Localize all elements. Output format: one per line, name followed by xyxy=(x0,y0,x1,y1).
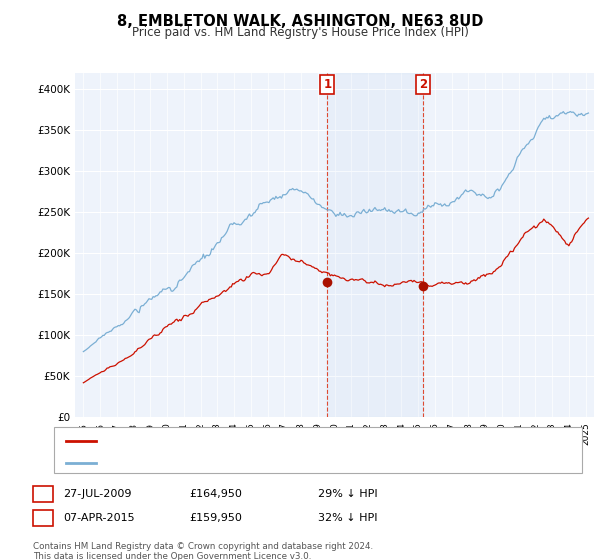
Text: HPI: Average price, detached house, Northumberland: HPI: Average price, detached house, Nort… xyxy=(99,458,365,468)
Text: 27-JUL-2009: 27-JUL-2009 xyxy=(63,489,131,499)
Text: 2: 2 xyxy=(419,78,427,91)
Text: 8, EMBLETON WALK, ASHINGTON, NE63 8UD: 8, EMBLETON WALK, ASHINGTON, NE63 8UD xyxy=(117,14,483,29)
Text: £159,950: £159,950 xyxy=(189,513,242,523)
Bar xyxy=(328,73,423,417)
Text: 1: 1 xyxy=(39,487,47,501)
Text: 2: 2 xyxy=(39,511,47,525)
Text: 07-APR-2015: 07-APR-2015 xyxy=(63,513,134,523)
Text: £164,950: £164,950 xyxy=(189,489,242,499)
Text: 32% ↓ HPI: 32% ↓ HPI xyxy=(318,513,377,523)
Text: Contains HM Land Registry data © Crown copyright and database right 2024.
This d: Contains HM Land Registry data © Crown c… xyxy=(33,542,373,560)
Text: 8, EMBLETON WALK, ASHINGTON, NE63 8UD (detached house): 8, EMBLETON WALK, ASHINGTON, NE63 8UD (d… xyxy=(99,436,412,446)
Text: 1: 1 xyxy=(323,78,331,91)
Text: 29% ↓ HPI: 29% ↓ HPI xyxy=(318,489,377,499)
Text: Price paid vs. HM Land Registry's House Price Index (HPI): Price paid vs. HM Land Registry's House … xyxy=(131,26,469,39)
